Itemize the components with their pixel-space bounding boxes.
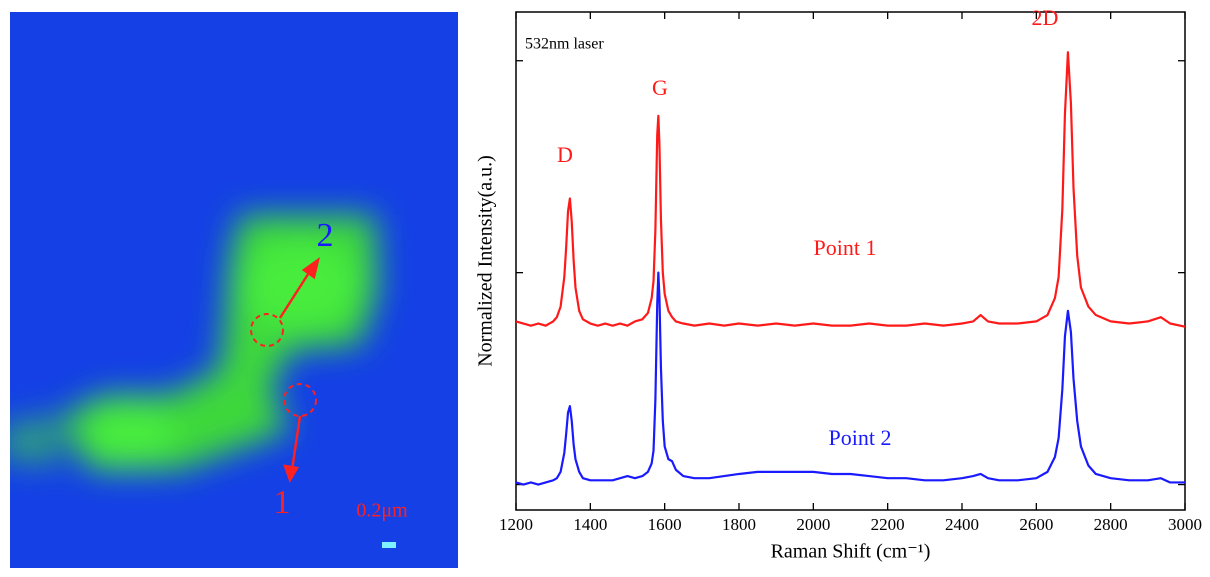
raman-map: 2 1 0.2μm xyxy=(10,12,458,568)
plot-frame xyxy=(515,11,1186,511)
x-axis-label: Raman Shift (cm⁻¹) xyxy=(771,541,931,563)
x-tick-label: 3000 xyxy=(1168,515,1202,534)
annotation: 2D xyxy=(1032,5,1059,30)
x-tick-label: 2800 xyxy=(1094,515,1128,534)
x-tick-label: 1600 xyxy=(648,515,682,534)
x-tick-label: 2200 xyxy=(871,515,905,534)
point-label: 2 xyxy=(317,217,334,254)
x-tick-label: 2000 xyxy=(796,515,830,534)
scale-bar xyxy=(382,542,396,548)
plot: 1200 1400 1600 1800 2000 2200 2400 2600 2800 3000… xyxy=(475,5,1202,563)
point-marker xyxy=(283,383,317,417)
x-tick-label: 1200 xyxy=(499,515,533,534)
x-tick-label: 1800 xyxy=(722,515,756,534)
y-axis-label: Normalized Intensity(a.u.) xyxy=(475,155,497,367)
x-tick-label: 1400 xyxy=(573,515,607,534)
x-tick-label: 2600 xyxy=(1019,515,1053,534)
spectrum-line xyxy=(515,51,1186,328)
scale-label: 0.2μm xyxy=(356,500,408,522)
annotation: D xyxy=(557,142,573,167)
arrows xyxy=(278,257,320,483)
annotation: 532nm laser xyxy=(525,36,604,53)
x-tick-label: 2400 xyxy=(945,515,979,534)
series-label: Point 1 xyxy=(814,235,877,260)
point-marker xyxy=(250,313,284,347)
annotation: G xyxy=(652,75,668,100)
flake xyxy=(10,215,378,470)
point-label: 1 xyxy=(274,484,291,521)
spectrum-line xyxy=(515,271,1185,486)
series-label: Point 2 xyxy=(829,425,892,450)
